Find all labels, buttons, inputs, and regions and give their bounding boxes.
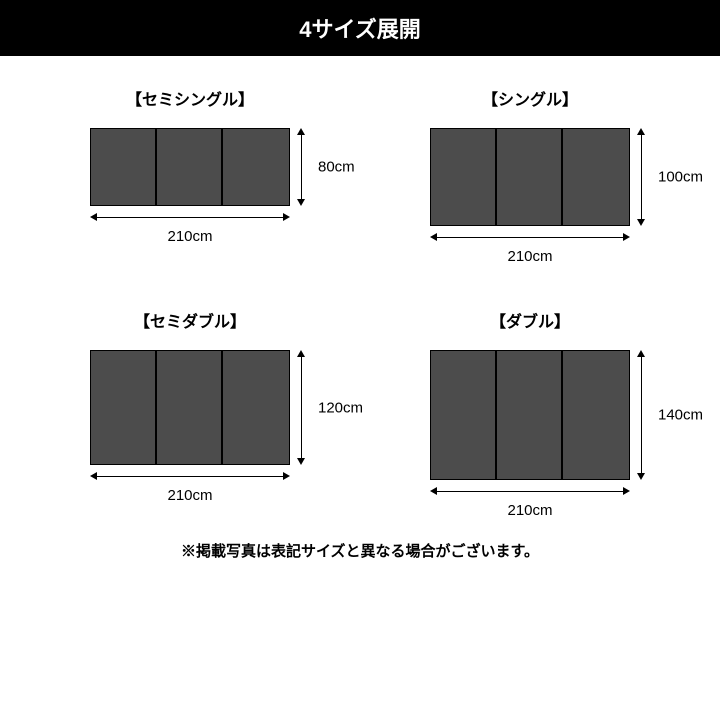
footnote: ※掲載写真は表記サイズと異なる場合がございます。 [0,540,720,561]
mattress-panel [157,129,223,205]
mattress-panel [497,351,563,479]
size-cell: 【セミダブル】 120cm210cm [20,308,360,480]
size-name: 【シングル】 [482,86,578,110]
mattress-icon [430,128,630,226]
mattress-panel [563,129,629,225]
size-diagram: 120cm210cm [90,350,290,465]
mattress-icon [90,128,290,206]
mattress-panel [563,351,629,479]
width-arrow-icon [430,228,630,246]
size-name: 【セミシングル】 [126,86,254,110]
width-label: 210cm [167,487,212,504]
height-arrow-icon [632,350,650,480]
width-arrow-icon [90,467,290,485]
header-banner: 4サイズ展開 [0,0,720,56]
height-label: 120cm [318,399,363,416]
size-name: 【セミダブル】 [134,308,246,332]
width-arrow-icon [430,482,630,500]
mattress-panel [157,351,223,464]
size-diagram: 80cm210cm [90,128,290,206]
height-arrow-icon [292,128,310,206]
mattress-panel [91,351,157,464]
width-label: 210cm [507,502,552,519]
size-name: 【ダブル】 [490,308,570,332]
mattress-panel [223,129,289,205]
size-diagram: 140cm210cm [430,350,630,480]
mattress-panel [223,351,289,464]
size-cell: 【シングル】 100cm210cm [360,86,700,258]
header-title: 4サイズ展開 [299,17,421,42]
mattress-icon [430,350,630,480]
height-arrow-icon [632,128,650,226]
width-arrow-icon [90,208,290,226]
mattress-panel [431,351,497,479]
size-cell: 【ダブル】 140cm210cm [360,308,700,480]
height-label: 80cm [318,159,355,176]
width-label: 210cm [167,228,212,245]
height-label: 100cm [658,169,703,186]
size-diagram: 100cm210cm [430,128,630,226]
mattress-icon [90,350,290,465]
size-cell: 【セミシングル】80cm210cm [20,86,360,258]
height-arrow-icon [292,350,310,465]
size-grid: 【セミシングル】80cm210cm【シングル】100cm210cm【セミダブル】… [0,56,720,480]
mattress-panel [497,129,563,225]
height-label: 140cm [658,407,703,424]
mattress-panel [431,129,497,225]
width-label: 210cm [507,248,552,265]
mattress-panel [91,129,157,205]
